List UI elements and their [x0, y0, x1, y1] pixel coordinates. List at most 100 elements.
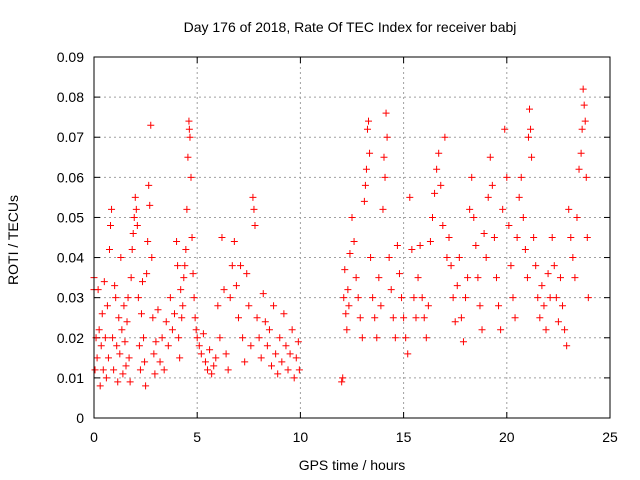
- data-point: [99, 366, 107, 374]
- data-point: [195, 342, 203, 350]
- data-point: [166, 294, 174, 302]
- data-point: [218, 234, 226, 241]
- data-point: [124, 294, 132, 302]
- data-point: [451, 318, 459, 326]
- data-point: [259, 290, 267, 298]
- data-point: [174, 262, 182, 270]
- data-point: [559, 302, 567, 310]
- data-point: [119, 370, 127, 378]
- data-point: [191, 314, 199, 322]
- data-point: [253, 314, 261, 322]
- data-point: [517, 173, 525, 181]
- data-point: [361, 181, 369, 189]
- data-point: [278, 358, 286, 366]
- x-tick-label: 15: [396, 429, 412, 445]
- data-point: [96, 382, 104, 390]
- data-point: [239, 334, 247, 342]
- data-point: [98, 310, 106, 318]
- data-point: [103, 302, 111, 310]
- data-point: [179, 302, 187, 310]
- data-point: [164, 342, 172, 350]
- data-point: [111, 282, 119, 290]
- data-point: [230, 238, 238, 246]
- data-point: [521, 246, 529, 254]
- data-point: [117, 254, 125, 262]
- data-point: [406, 193, 414, 201]
- data-point: [197, 350, 205, 358]
- data-point: [495, 302, 503, 310]
- data-point: [534, 294, 542, 302]
- y-tick-label: 0.01: [57, 370, 84, 386]
- data-point: [381, 173, 389, 181]
- data-point: [187, 173, 195, 181]
- data-point: [373, 334, 381, 342]
- data-point: [346, 250, 354, 258]
- data-point: [116, 350, 124, 358]
- data-point: [565, 205, 573, 213]
- data-point: [186, 133, 194, 141]
- data-point: [437, 181, 445, 189]
- data-point: [343, 326, 351, 334]
- data-point: [144, 238, 152, 246]
- data-point: [507, 262, 515, 270]
- data-point: [188, 234, 196, 241]
- data-point: [206, 346, 214, 354]
- x-tick-label: 20: [499, 429, 515, 445]
- data-point: [575, 165, 583, 173]
- data-point: [414, 274, 422, 282]
- grid: [94, 57, 610, 418]
- data-point: [112, 294, 120, 302]
- data-point: [410, 294, 418, 302]
- data-point: [148, 254, 156, 262]
- data-point: [93, 354, 101, 362]
- data-point: [412, 314, 420, 322]
- data-point: [234, 314, 242, 322]
- y-axis-label: ROTI / TECUs: [5, 195, 21, 285]
- data-point: [100, 278, 108, 286]
- data-point: [226, 294, 234, 302]
- data-point: [121, 338, 129, 346]
- data-point: [114, 378, 122, 386]
- data-point: [182, 246, 190, 254]
- data-point: [212, 354, 220, 362]
- data-point: [152, 338, 160, 346]
- data-point: [358, 334, 366, 342]
- data-point: [552, 294, 560, 302]
- data-point: [190, 294, 198, 302]
- data-point: [402, 334, 410, 342]
- data-point: [136, 366, 144, 374]
- data-point: [536, 314, 544, 322]
- data-point: [140, 334, 148, 342]
- y-tick-label: 0.03: [57, 290, 84, 306]
- x-tick-label: 5: [193, 429, 201, 445]
- data-point: [435, 149, 443, 157]
- data-point: [524, 133, 532, 141]
- data-point: [105, 246, 113, 254]
- data-point: [135, 342, 143, 350]
- data-point: [366, 149, 374, 157]
- data-point: [426, 238, 434, 246]
- data-point: [210, 362, 218, 370]
- data-point: [97, 342, 105, 350]
- data-point: [499, 205, 507, 213]
- data-point: [282, 342, 290, 350]
- data-point: [146, 201, 154, 209]
- chart-title: Day 176 of 2018, Rate Of TEC Index for r…: [184, 19, 517, 35]
- data-point: [101, 334, 109, 342]
- data-point: [131, 193, 139, 201]
- data-point: [431, 189, 439, 197]
- data-point: [350, 238, 358, 246]
- data-point: [199, 330, 207, 338]
- data-point: [395, 270, 403, 278]
- data-point: [126, 378, 134, 386]
- data-point: [573, 213, 581, 221]
- data-point: [257, 354, 265, 362]
- data-point: [581, 117, 589, 125]
- y-tick-label: 0: [76, 410, 84, 426]
- data-point: [580, 101, 588, 109]
- data-point: [577, 149, 585, 157]
- data-point: [354, 294, 362, 302]
- data-point: [295, 366, 303, 374]
- x-axis-label: GPS time / hours: [299, 457, 406, 473]
- y-tick-label: 0.02: [57, 330, 84, 346]
